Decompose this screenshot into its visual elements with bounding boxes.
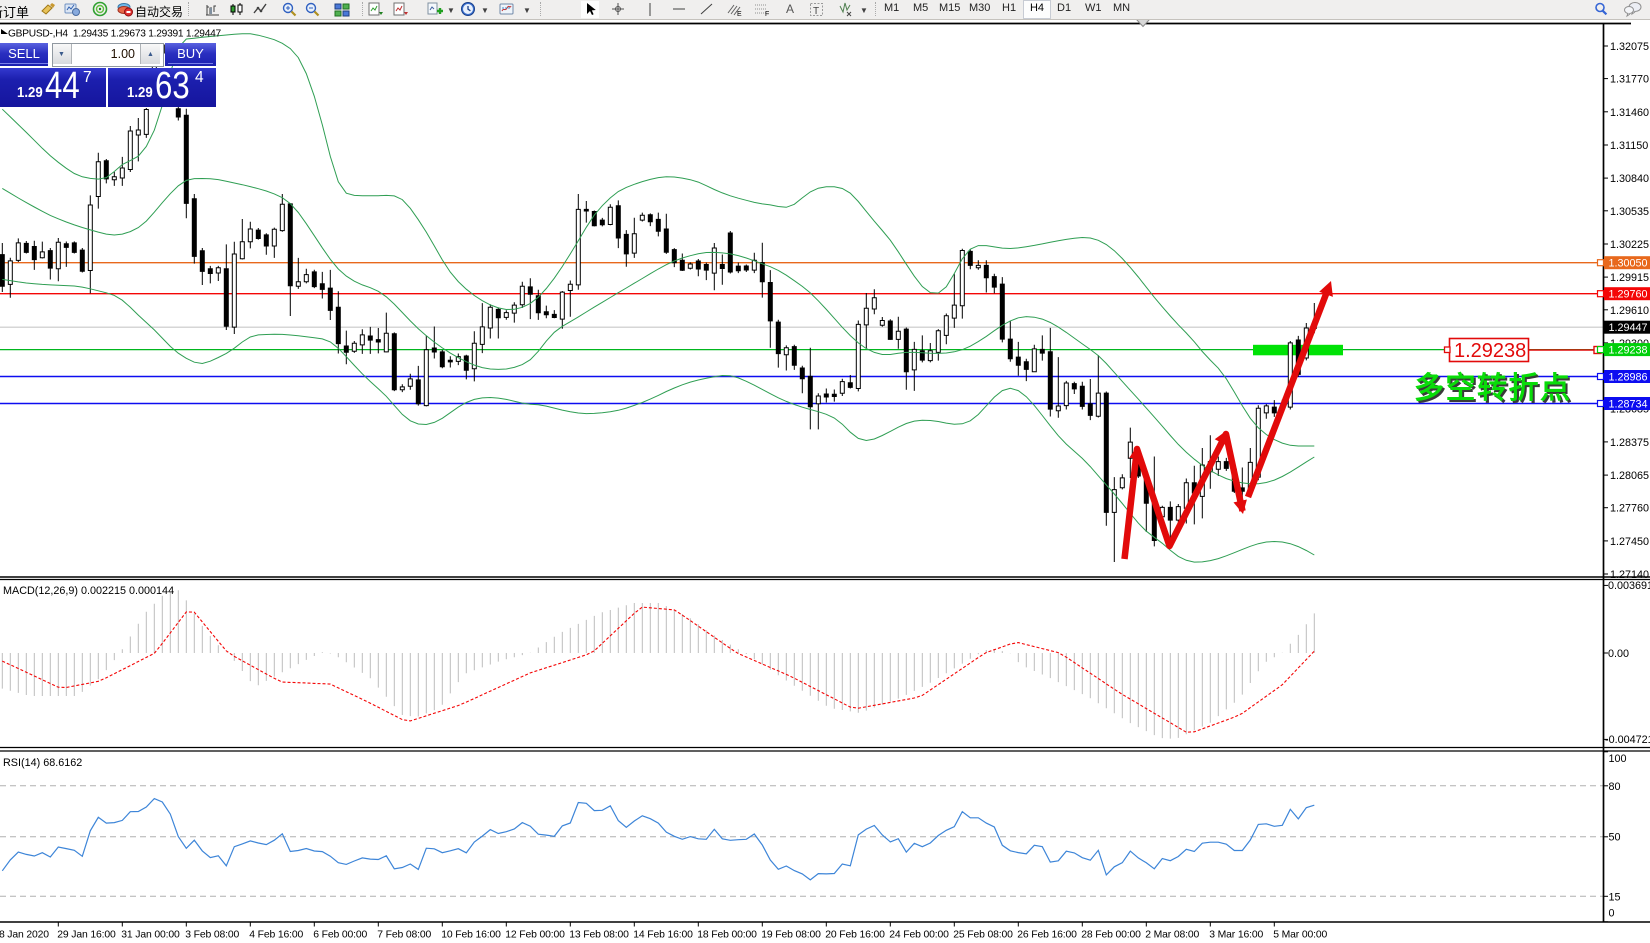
svg-text:MACD(12,26,9) 0.002215 0.00014: MACD(12,26,9) 0.002215 0.000144 xyxy=(3,585,174,597)
svg-text:1.31460: 1.31460 xyxy=(1610,107,1649,119)
svg-text:1.31150: 1.31150 xyxy=(1610,140,1648,152)
svg-text:1.29238: 1.29238 xyxy=(1454,340,1526,362)
svg-text:1.32075: 1.32075 xyxy=(1610,41,1649,53)
svg-text:25 Feb 08:00: 25 Feb 08:00 xyxy=(953,930,1013,941)
svg-text:10 Feb 16:00: 10 Feb 16:00 xyxy=(441,930,501,941)
svg-text:-0.004721: -0.004721 xyxy=(1605,734,1650,746)
svg-text:28 Feb 00:00: 28 Feb 00:00 xyxy=(1081,930,1141,941)
svg-text:7 Feb 08:00: 7 Feb 08:00 xyxy=(377,930,431,941)
svg-text:3 Feb 08:00: 3 Feb 08:00 xyxy=(185,930,239,941)
svg-text:29 Jan 16:00: 29 Jan 16:00 xyxy=(57,930,116,941)
svg-text:1.27760: 1.27760 xyxy=(1610,503,1649,515)
svg-text:1.29760: 1.29760 xyxy=(1609,289,1648,301)
svg-text:1.30225: 1.30225 xyxy=(1610,239,1649,251)
svg-text:1.28734: 1.28734 xyxy=(1609,398,1648,410)
svg-text:RSI(14) 68.6162: RSI(14) 68.6162 xyxy=(3,757,82,769)
svg-text:0.00: 0.00 xyxy=(1608,648,1629,660)
svg-text:20 Feb 16:00: 20 Feb 16:00 xyxy=(825,930,885,941)
svg-text:1.29447: 1.29447 xyxy=(1609,322,1648,334)
svg-text:14 Feb 16:00: 14 Feb 16:00 xyxy=(633,930,693,941)
svg-text:100: 100 xyxy=(1609,753,1627,765)
svg-text:28 Jan 2020: 28 Jan 2020 xyxy=(0,930,49,941)
svg-text:1.28065: 1.28065 xyxy=(1610,470,1649,482)
svg-text:1.31770: 1.31770 xyxy=(1610,74,1649,86)
svg-text:80: 80 xyxy=(1609,781,1621,793)
svg-text:4 Feb 16:00: 4 Feb 16:00 xyxy=(249,930,303,941)
svg-text:T: T xyxy=(813,6,819,17)
svg-text:1.27450: 1.27450 xyxy=(1610,536,1649,548)
svg-text:15: 15 xyxy=(1609,892,1621,904)
svg-text:1.27140: 1.27140 xyxy=(1610,569,1649,581)
svg-text:13 Feb 08:00: 13 Feb 08:00 xyxy=(569,930,629,941)
svg-text:19 Feb 08:00: 19 Feb 08:00 xyxy=(761,930,821,941)
svg-text:1.29610: 1.29610 xyxy=(1610,305,1649,317)
svg-text:3 Mar 16:00: 3 Mar 16:00 xyxy=(1209,930,1263,941)
svg-text:1.28986: 1.28986 xyxy=(1609,371,1648,383)
svg-text:1.30840: 1.30840 xyxy=(1610,173,1649,185)
svg-text:18 Feb 00:00: 18 Feb 00:00 xyxy=(697,930,757,941)
svg-text:50: 50 xyxy=(1609,832,1621,844)
svg-text:F: F xyxy=(765,11,769,18)
svg-text:1.29915: 1.29915 xyxy=(1610,272,1649,284)
svg-text:2 Mar 08:00: 2 Mar 08:00 xyxy=(1145,930,1199,941)
svg-text:1.30050: 1.30050 xyxy=(1609,258,1648,270)
svg-text:12 Feb 00:00: 12 Feb 00:00 xyxy=(505,930,565,941)
svg-text:0.003691: 0.003691 xyxy=(1608,580,1650,592)
svg-text:24 Feb 00:00: 24 Feb 00:00 xyxy=(889,930,949,941)
svg-text:GBPUSD-,H4 1.29435 1.29673 1.: GBPUSD-,H4 1.29435 1.29673 1.29391 1.294… xyxy=(8,29,222,40)
svg-text:1.28375: 1.28375 xyxy=(1610,437,1649,449)
svg-text:0: 0 xyxy=(1609,907,1615,919)
svg-text:31 Jan 00:00: 31 Jan 00:00 xyxy=(121,930,180,941)
svg-text:E: E xyxy=(737,11,742,18)
svg-text:5 Mar 00:00: 5 Mar 00:00 xyxy=(1273,930,1327,941)
svg-text:6 Feb 00:00: 6 Feb 00:00 xyxy=(313,930,367,941)
svg-text:1.29238: 1.29238 xyxy=(1609,344,1648,356)
svg-text:26 Feb 16:00: 26 Feb 16:00 xyxy=(1017,930,1077,941)
svg-text:1.30535: 1.30535 xyxy=(1610,206,1649,218)
